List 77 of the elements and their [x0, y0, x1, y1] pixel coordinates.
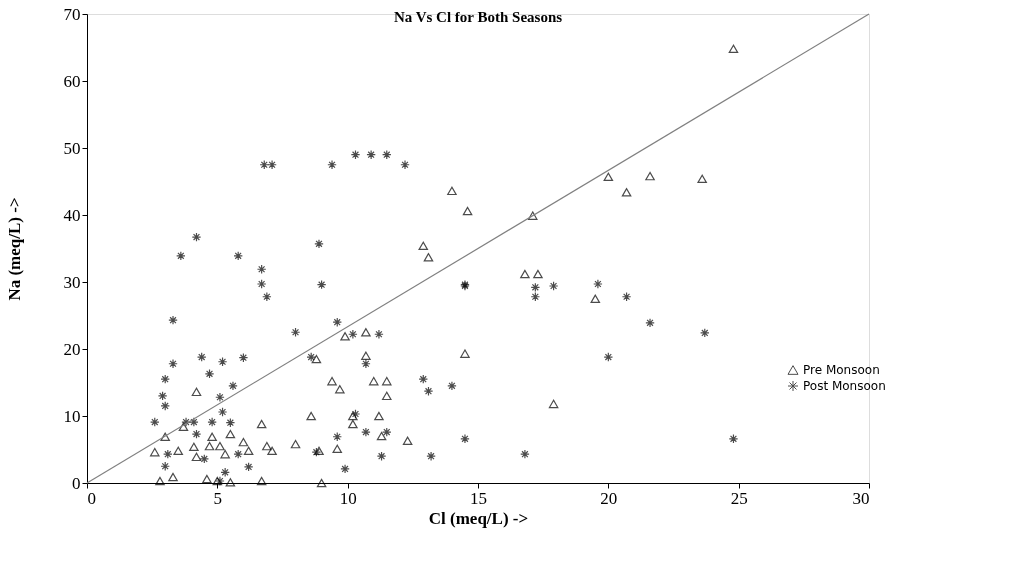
point — [225, 429, 236, 439]
point — [376, 431, 387, 441]
point — [381, 376, 392, 386]
x-tick-label: 15 — [470, 488, 487, 508]
y-tick-label: 40 — [63, 205, 81, 225]
point — [256, 476, 267, 486]
y-tick-label: 30 — [63, 272, 81, 292]
point — [368, 376, 379, 386]
point — [212, 476, 223, 486]
x-tick-label: 0 — [87, 488, 96, 508]
point — [207, 432, 217, 441]
point — [189, 442, 199, 452]
point — [202, 474, 212, 484]
point — [306, 411, 316, 421]
y-tick-label: 50 — [63, 138, 81, 158]
point — [402, 436, 413, 446]
point — [697, 174, 707, 184]
point — [243, 446, 254, 456]
point — [460, 349, 470, 358]
point — [590, 294, 601, 303]
point — [316, 478, 327, 488]
point — [423, 252, 434, 262]
point — [348, 419, 358, 429]
point — [168, 472, 178, 482]
point — [447, 186, 457, 196]
point — [520, 269, 530, 279]
y-tick-label: 0 — [72, 473, 81, 493]
chart-title: Na Vs Cl for Both Seasons — [393, 9, 563, 25]
point — [332, 444, 343, 454]
x-tick-label: 30 — [852, 488, 870, 508]
point — [290, 439, 301, 449]
y-tick-label: 20 — [63, 339, 81, 359]
point — [645, 171, 655, 181]
point — [533, 269, 543, 279]
point — [374, 411, 384, 421]
point — [462, 206, 473, 216]
point — [361, 351, 371, 360]
x-tick-label: 10 — [339, 488, 357, 508]
y-tick-label: 10 — [63, 406, 81, 426]
point — [728, 44, 739, 54]
point — [267, 446, 277, 456]
x-tick-label: 20 — [600, 488, 618, 508]
point — [340, 332, 350, 341]
point — [191, 452, 202, 462]
point — [178, 422, 189, 431]
point — [225, 478, 236, 487]
point — [314, 446, 324, 456]
point — [527, 211, 538, 220]
point — [204, 441, 215, 451]
point — [149, 447, 160, 457]
point — [381, 391, 392, 401]
point — [311, 354, 322, 364]
point — [548, 399, 559, 409]
point — [160, 432, 170, 441]
point — [335, 384, 345, 394]
point — [238, 437, 249, 447]
point — [621, 188, 632, 197]
point — [348, 411, 358, 421]
y-tick-label: 60 — [63, 71, 81, 91]
y-axis-title: Na (meq/L) -> — [4, 197, 24, 301]
legend-label: Pre Monsoon — [803, 363, 880, 377]
point — [603, 172, 614, 182]
point — [256, 419, 267, 429]
point — [220, 449, 230, 459]
y-tick-label: 70 — [63, 4, 81, 24]
point — [191, 387, 202, 397]
point — [155, 476, 165, 486]
point — [327, 376, 337, 386]
x-tick-label: 25 — [730, 488, 748, 508]
point — [418, 241, 429, 251]
point — [262, 441, 272, 451]
point — [215, 441, 225, 451]
point — [173, 446, 184, 456]
x-axis-title: Cl (meq/L) -> — [428, 508, 529, 528]
point — [361, 328, 371, 337]
x-tick-label: 5 — [213, 488, 223, 508]
legend-label: Post Monsoon — [803, 379, 886, 393]
